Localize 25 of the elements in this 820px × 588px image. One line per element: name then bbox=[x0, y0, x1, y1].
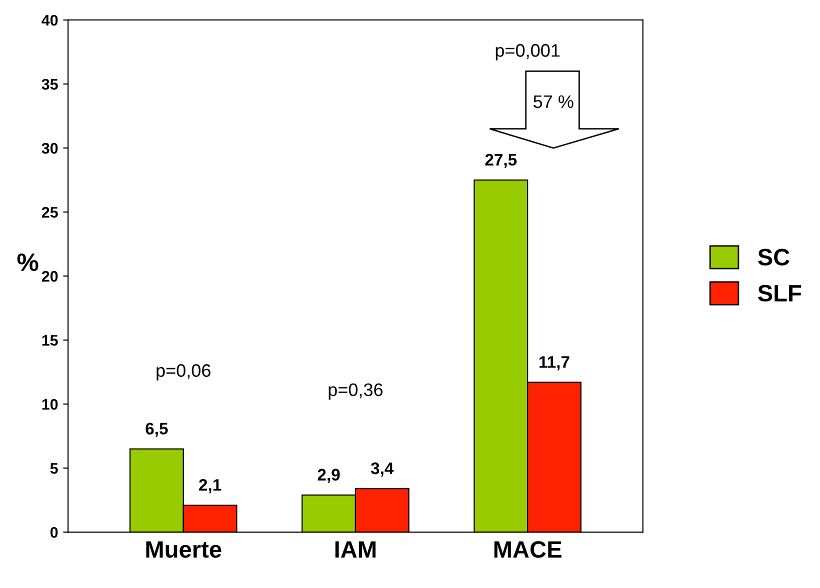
x-tick-label: IAM bbox=[335, 541, 376, 558]
data-label: 3,4 bbox=[370, 462, 394, 477]
annotation: p=0,06 bbox=[156, 364, 210, 381]
legend-label: SLF bbox=[758, 284, 802, 302]
data-label: 11,7 bbox=[540, 356, 570, 370]
y-tick-label: 0 bbox=[50, 527, 58, 538]
annotation: 57 % bbox=[534, 95, 574, 108]
y-tick-label: 40 bbox=[42, 14, 58, 26]
y-tick-label: 25 bbox=[42, 206, 58, 218]
annotation: p=0,36 bbox=[328, 383, 383, 400]
y-tick-label: 20 bbox=[42, 270, 58, 282]
legend-label: SC bbox=[758, 248, 790, 266]
data-label: 2,1 bbox=[199, 479, 222, 494]
y-tick-label: 35 bbox=[42, 78, 58, 90]
data-label: 6,5 bbox=[146, 422, 168, 437]
x-tick-label: MACE bbox=[494, 541, 562, 558]
x-tick-label: Muerte bbox=[146, 541, 222, 558]
annotation: p=0,001 bbox=[496, 44, 560, 60]
y-tick-label: 15 bbox=[42, 335, 58, 346]
y-axis-title: % bbox=[17, 253, 38, 272]
y-tick-label: 5 bbox=[50, 463, 58, 474]
y-tick-label: 10 bbox=[42, 398, 58, 410]
y-tick-label: 30 bbox=[42, 142, 58, 154]
data-label: 2,9 bbox=[318, 468, 340, 484]
data-label: 27,5 bbox=[485, 154, 517, 168]
